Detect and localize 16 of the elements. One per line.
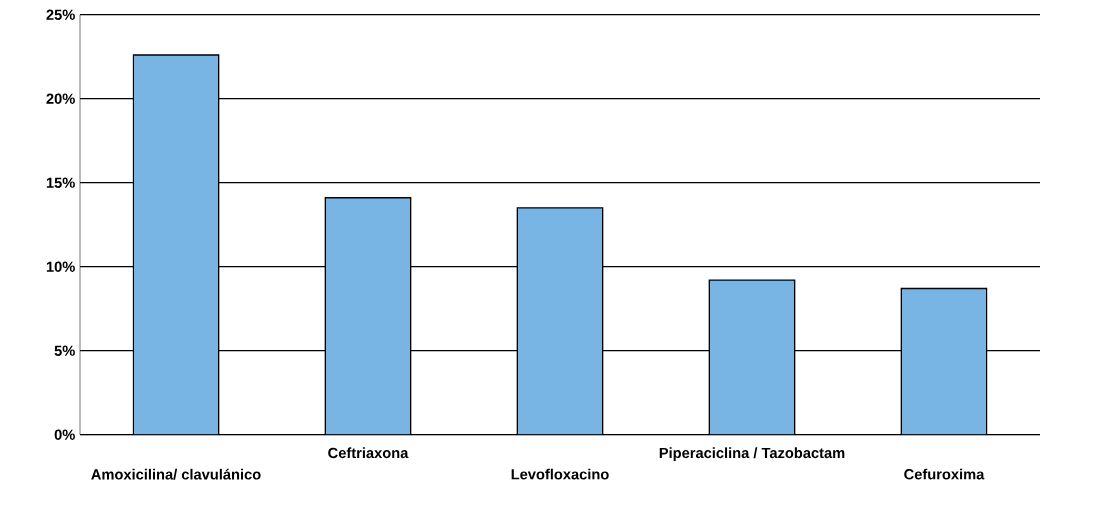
y-tick-label: 15%: [46, 177, 75, 188]
bar: [132, 54, 220, 435]
y-tick-label: 25%: [46, 9, 75, 20]
bar: [708, 279, 796, 435]
x-tick-label: Cefuroxima: [904, 468, 985, 480]
y-tick-label: 10%: [46, 261, 75, 272]
y-tick-label: 0%: [54, 429, 75, 440]
x-tick-label: Amoxicilina/ clavulánico: [91, 468, 261, 480]
x-tick-label: Piperaciclina / Tazobactam: [659, 447, 845, 462]
x-tick-label: Ceftriaxona: [328, 447, 409, 459]
bar: [324, 197, 412, 435]
y-tick-label: 20%: [46, 93, 75, 104]
y-tick-label: 5%: [54, 345, 75, 356]
bar: [900, 287, 988, 435]
bar: [516, 207, 604, 435]
x-tick-label: Levofloxacino: [511, 468, 609, 480]
